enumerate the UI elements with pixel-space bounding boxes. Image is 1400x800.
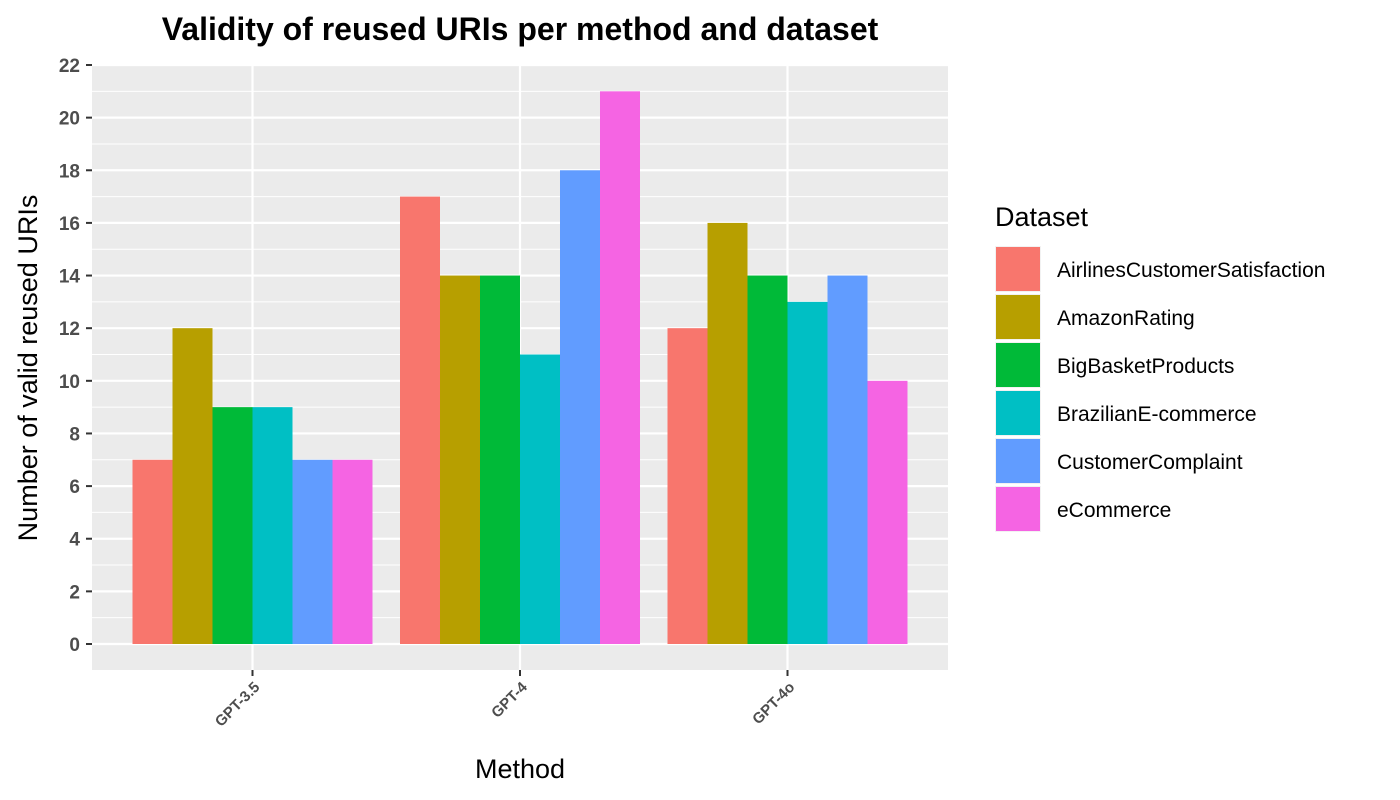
legend-swatch: [996, 343, 1040, 387]
legend-label: AirlinesCustomerSatisfaction: [1057, 259, 1325, 282]
bar: [520, 354, 560, 644]
bar: [600, 91, 640, 645]
legend-swatch: [996, 487, 1040, 531]
bar: [827, 275, 868, 644]
legend-label: CustomerComplaint: [1057, 451, 1243, 474]
y-tick-label: 0: [69, 635, 80, 656]
legend-label: eCommerce: [1057, 499, 1171, 522]
bar: [480, 275, 520, 644]
x-axis: GPT-3.5 GPT-4 GPT-4o: [212, 670, 798, 731]
legend-items: AirlinesCustomerSatisfaction AmazonRating…: [995, 246, 1325, 532]
y-tick-label: 22: [59, 56, 80, 77]
bar: [560, 170, 600, 645]
y-tick-label: 14: [59, 267, 81, 288]
legend-swatch: [996, 247, 1040, 291]
bar: [132, 459, 173, 644]
bar: [440, 275, 480, 644]
legend: Dataset AirlinesCustomerSatisfaction Amaz…: [995, 202, 1325, 532]
legend-label: BrazilianE-commerce: [1057, 403, 1257, 426]
bar: [707, 222, 748, 644]
y-tick-label: 18: [59, 161, 80, 182]
y-tick-label: 4: [69, 530, 80, 551]
bar: [252, 407, 293, 644]
bar: [172, 328, 213, 644]
x-tick-label: GPT-4o: [749, 679, 798, 728]
legend-title: Dataset: [995, 202, 1089, 232]
y-tick-label: 16: [59, 214, 80, 235]
bar: [787, 301, 828, 644]
y-tick-label: 10: [59, 372, 80, 393]
bar: [667, 328, 708, 644]
bar: [867, 380, 908, 644]
bar: [400, 196, 440, 644]
y-tick-label: 2: [69, 582, 80, 603]
legend-swatch: [996, 391, 1040, 435]
bar: [292, 459, 333, 644]
y-tick-label: 12: [59, 319, 80, 340]
y-tick-label: 20: [59, 109, 80, 130]
x-tick-label: GPT-4: [488, 678, 531, 721]
bar: [212, 407, 253, 644]
legend-swatch: [996, 295, 1040, 339]
y-tick-label: 6: [69, 477, 80, 498]
bar: [332, 459, 373, 644]
bar: [747, 275, 788, 644]
legend-swatch: [996, 439, 1040, 483]
chart-title: Validity of reused URIs per method and d…: [162, 11, 879, 47]
x-axis-title: Method: [475, 754, 565, 784]
legend-label: BigBasketProducts: [1057, 355, 1234, 378]
y-axis: 0 2 4 6 8 10 12 14 16 18 20 22: [59, 56, 92, 656]
bars-group: [132, 91, 908, 645]
x-tick-label: GPT-3.5: [212, 679, 264, 731]
legend-label: AmazonRating: [1057, 307, 1195, 330]
y-axis-title: Number of valid reused URIs: [13, 195, 43, 542]
y-tick-label: 8: [69, 424, 80, 445]
